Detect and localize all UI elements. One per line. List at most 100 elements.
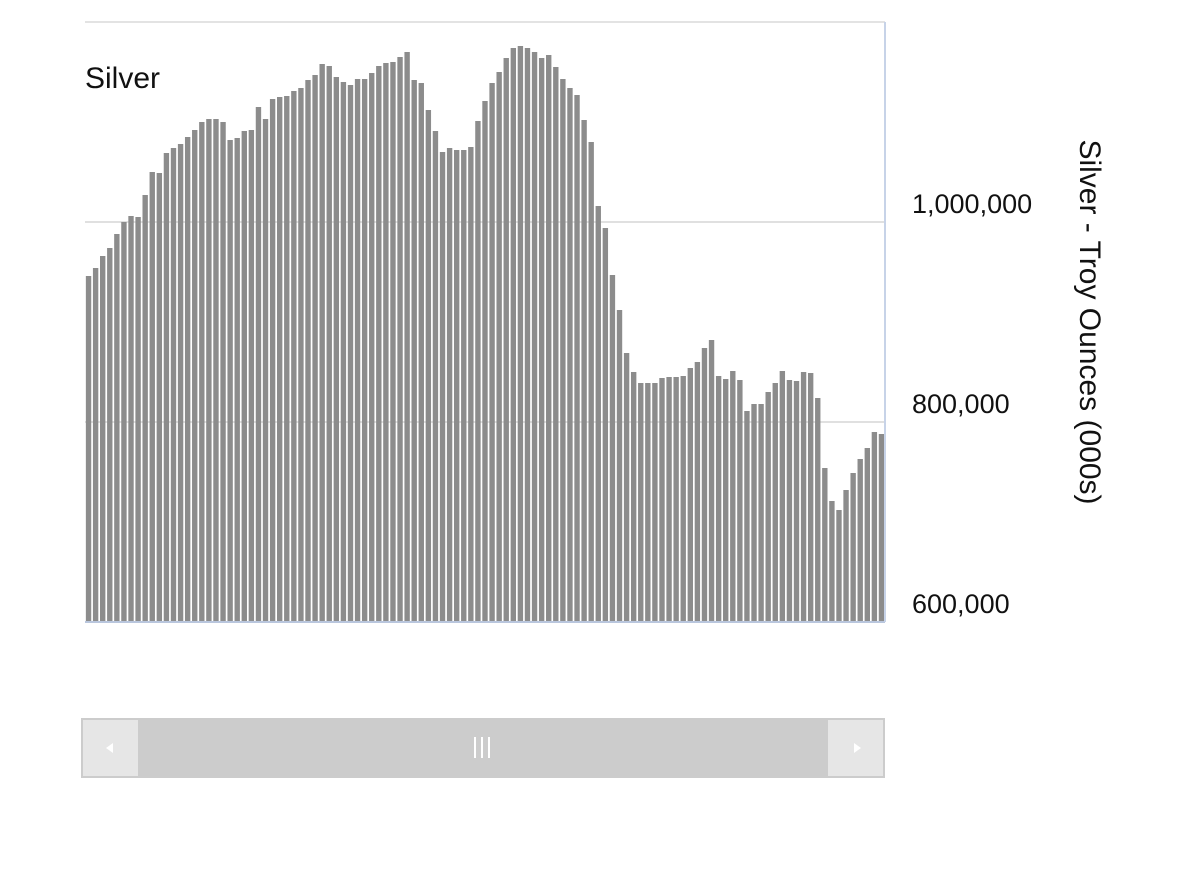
y-axis-label: Silver - Troy Ounces (000s) [1073, 139, 1106, 504]
bar [192, 130, 198, 622]
bar [793, 381, 800, 622]
scroll-right-arrow[interactable] [854, 743, 861, 753]
bar [142, 195, 148, 622]
bar [255, 107, 262, 622]
bar [163, 153, 170, 622]
bar [262, 119, 269, 622]
bar [461, 150, 467, 622]
bar [829, 501, 835, 622]
bar [673, 377, 679, 622]
bar [850, 473, 856, 622]
bar [269, 99, 276, 622]
chart-title: Silver [85, 62, 160, 95]
bar [390, 62, 396, 622]
bar [128, 216, 134, 622]
bar [567, 88, 573, 622]
y-tick-label: 800,000 [912, 389, 1010, 419]
bar [326, 66, 332, 622]
bar [135, 217, 141, 622]
bar [248, 130, 255, 622]
y-tick-label: 600,000 [912, 589, 1010, 619]
bar [666, 377, 672, 622]
bar [822, 468, 828, 622]
bar [687, 368, 693, 622]
bar [340, 82, 347, 622]
bar [751, 404, 757, 622]
bar [482, 101, 488, 622]
bar [418, 83, 424, 622]
bar [546, 55, 552, 622]
bar [227, 140, 233, 622]
bar [213, 119, 219, 622]
bar [107, 248, 113, 622]
bar [616, 310, 623, 622]
bar [560, 79, 566, 622]
bar [708, 340, 715, 622]
bar [475, 121, 481, 622]
bar [694, 362, 701, 622]
bar [609, 275, 616, 622]
bar [291, 91, 297, 622]
scroll-left-arrow[interactable] [106, 743, 113, 753]
bar [857, 459, 863, 622]
bar [397, 57, 403, 622]
bar [779, 371, 786, 622]
bar [121, 222, 127, 622]
bar [680, 376, 686, 622]
bar [277, 97, 283, 622]
bar [553, 67, 559, 622]
bar [439, 152, 446, 622]
bar [843, 490, 849, 622]
bar [298, 88, 304, 622]
bar [411, 80, 417, 622]
bar [319, 64, 325, 622]
bar [149, 172, 155, 622]
bar [496, 72, 502, 622]
bar [503, 58, 509, 622]
bar [85, 276, 92, 622]
bar [864, 448, 870, 622]
bar [177, 144, 184, 622]
bar [730, 371, 736, 622]
bar [92, 268, 99, 622]
scrollbar-grip [474, 737, 490, 758]
y-tick-label: 1,000,000 [912, 189, 1032, 219]
bar [800, 372, 807, 622]
bar [602, 228, 609, 622]
bar [723, 379, 729, 622]
bar [184, 137, 191, 622]
bar [645, 383, 651, 622]
bar [630, 372, 637, 622]
bar [446, 148, 453, 622]
bar [524, 48, 531, 622]
bar [574, 95, 580, 622]
bar [878, 434, 885, 622]
bar [652, 383, 658, 622]
bar [100, 256, 106, 622]
bar [284, 96, 290, 622]
bar [815, 398, 821, 622]
bar [241, 131, 247, 622]
bar [376, 66, 382, 622]
bar [517, 46, 524, 622]
bar [510, 48, 517, 622]
scrollbar[interactable] [81, 718, 885, 778]
bar [595, 206, 601, 622]
bar [638, 383, 644, 622]
bar [623, 353, 630, 622]
bar [114, 234, 120, 622]
bar [659, 378, 665, 622]
bar [432, 131, 439, 622]
bar [170, 148, 177, 622]
bar [744, 411, 750, 622]
bar [715, 376, 722, 622]
bar [404, 52, 410, 622]
bar [758, 404, 764, 622]
bar [333, 77, 340, 622]
bar [425, 110, 432, 622]
bar [737, 380, 743, 622]
bar [156, 173, 163, 622]
bar [765, 392, 771, 622]
bar [581, 120, 587, 622]
